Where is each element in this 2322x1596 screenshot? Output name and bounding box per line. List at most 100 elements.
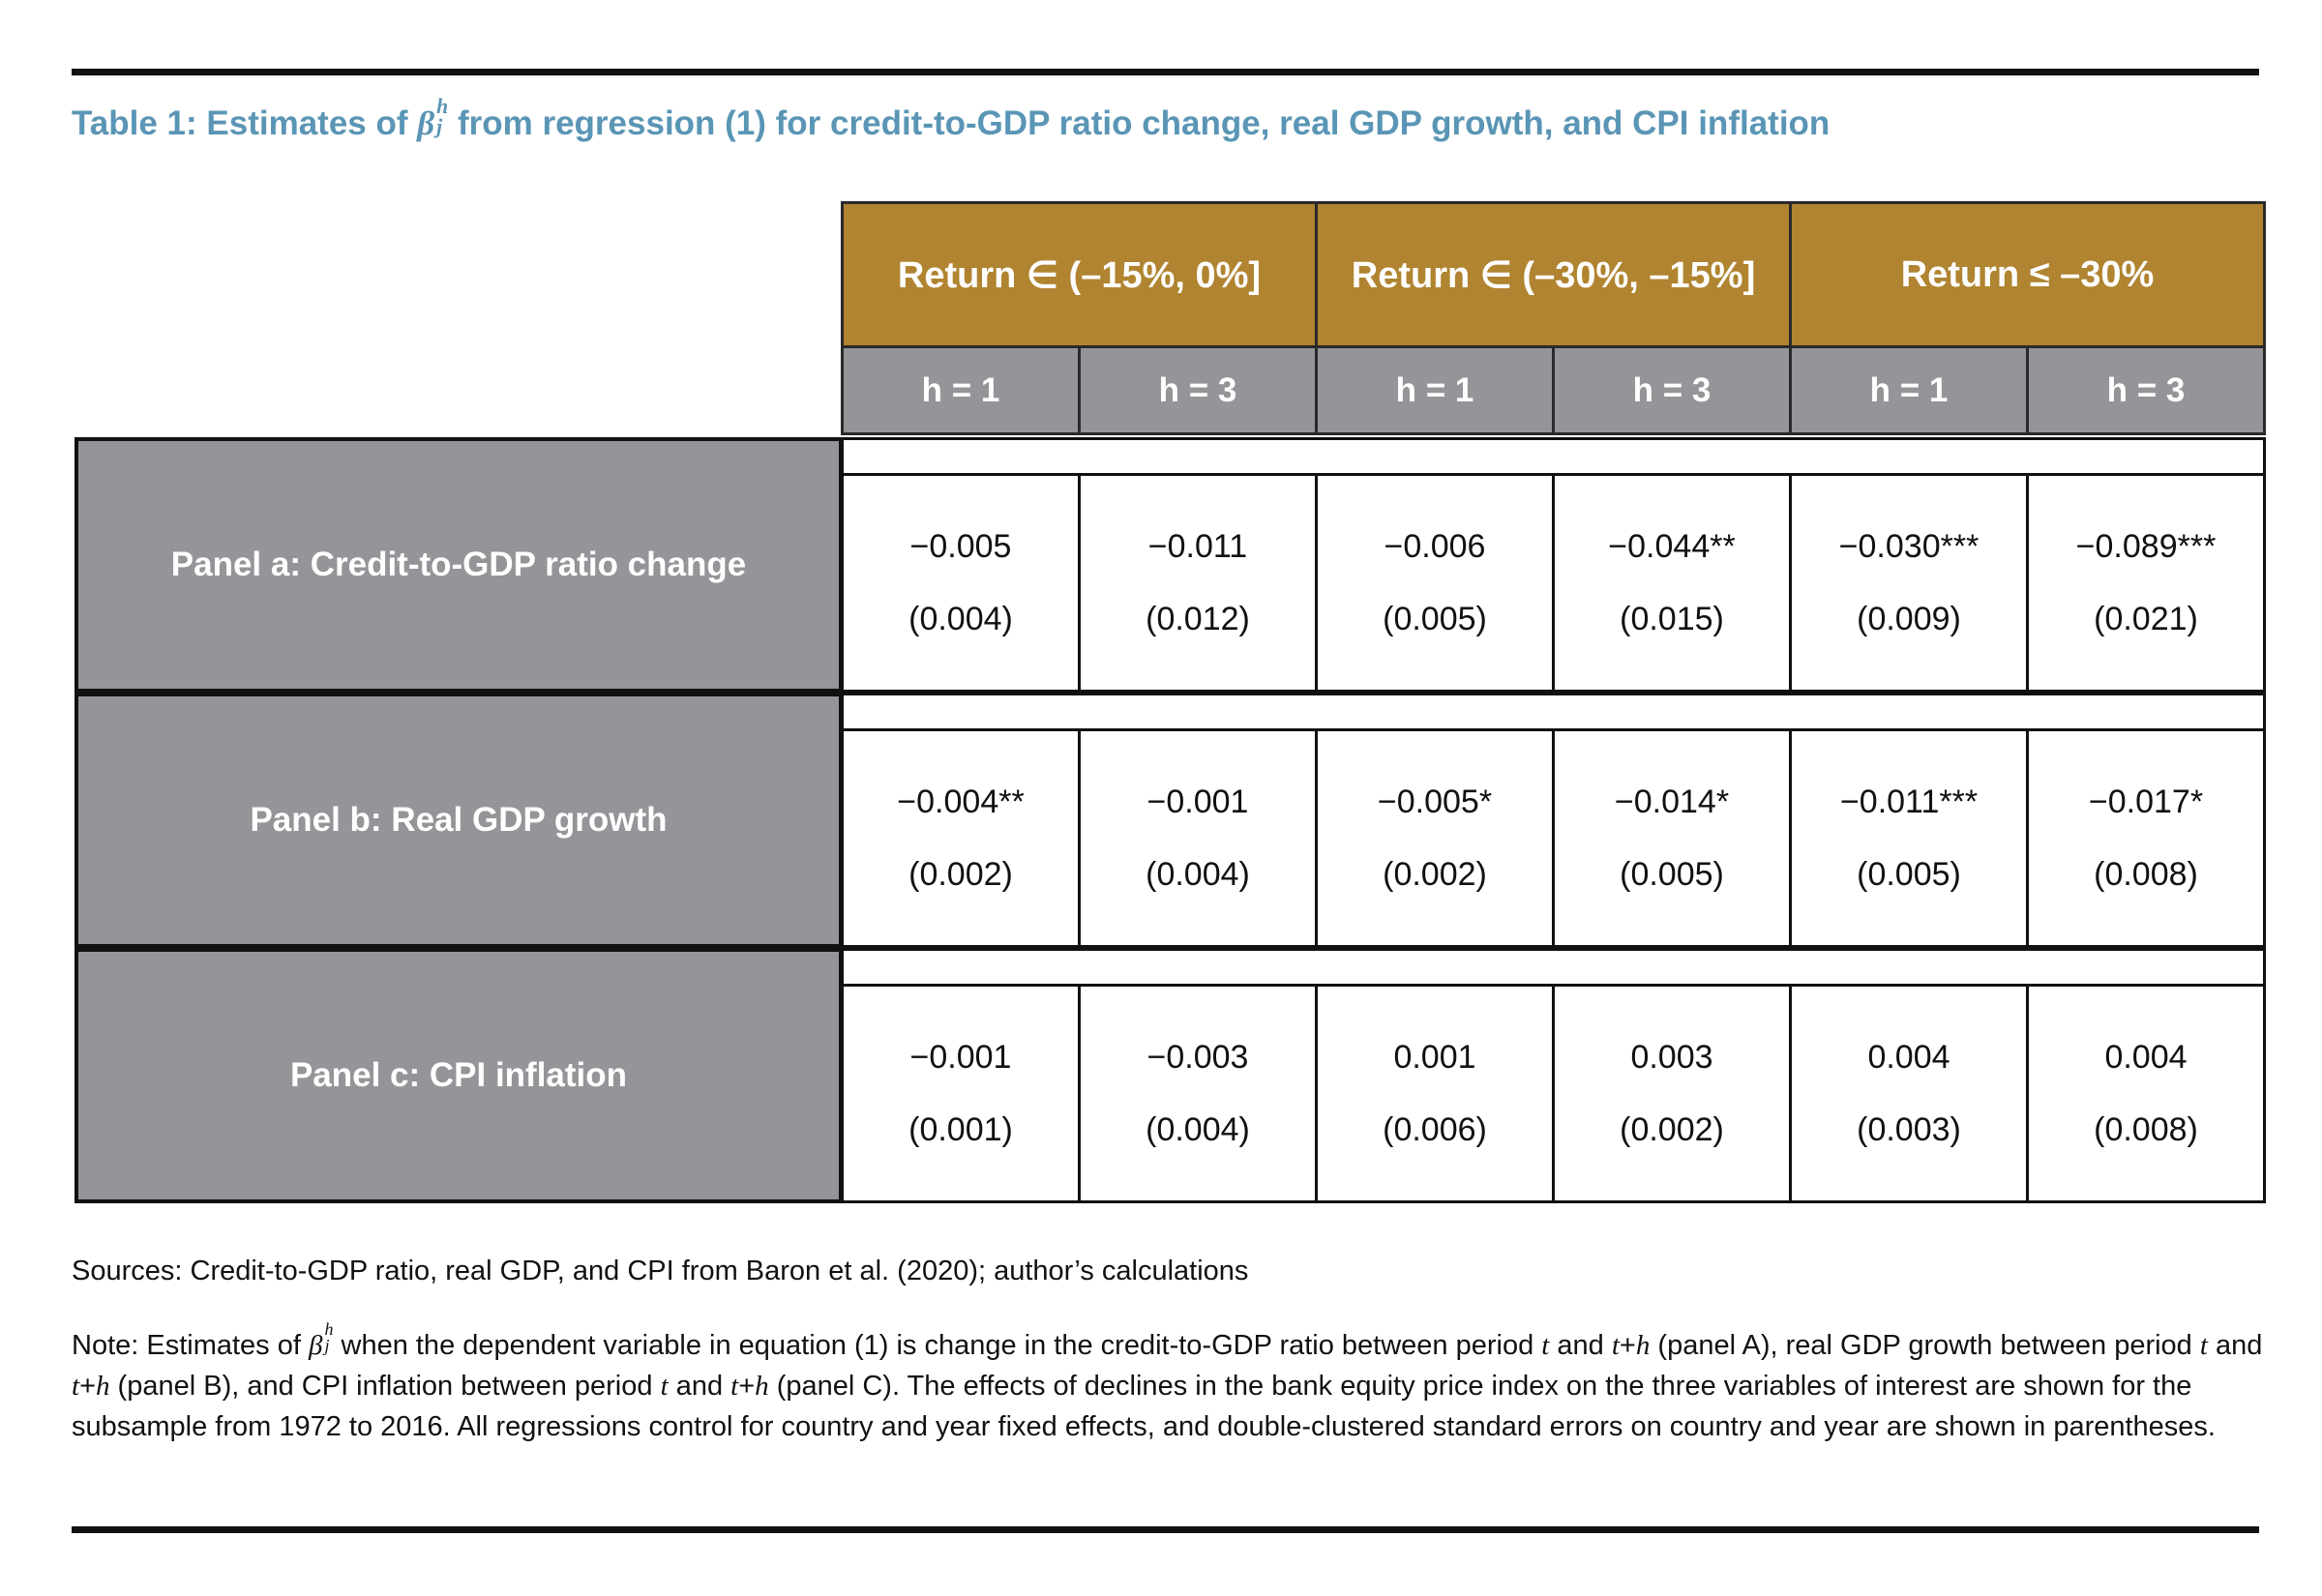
spacer <box>841 437 2266 476</box>
std-error: (0.005) <box>1857 855 1961 893</box>
note-math: t <box>1541 1330 1550 1361</box>
data-cell: −0.044** (0.015) <box>1552 473 1792 693</box>
bottom-rule <box>72 1526 2259 1533</box>
note-math: t <box>1611 1330 1620 1361</box>
estimate: 0.003 <box>1630 1038 1713 1076</box>
data-cell: −0.014* (0.005) <box>1552 728 1792 948</box>
title-symbol: β <box>417 104 435 142</box>
note-text: when the dependent variable in equation … <box>333 1330 1542 1361</box>
std-error: (0.004) <box>1146 1110 1250 1148</box>
note-sub: j <box>324 1336 330 1356</box>
std-error: (0.003) <box>1857 1110 1961 1148</box>
data-cell: −0.017* (0.008) <box>2026 728 2266 948</box>
std-error: (0.005) <box>1620 855 1724 893</box>
top-rule <box>72 69 2259 75</box>
note-symbol: β <box>309 1330 323 1361</box>
std-error: (0.012) <box>1146 600 1250 637</box>
note-math: t <box>660 1371 669 1402</box>
std-error: (0.015) <box>1620 600 1724 637</box>
panel-label: Panel c: CPI inflation <box>74 948 843 1203</box>
data-cell: 0.003 (0.002) <box>1552 984 1792 1203</box>
note-text: Note: Estimates of <box>72 1330 309 1361</box>
estimate: −0.011 <box>1147 527 1248 565</box>
estimate: 0.001 <box>1393 1038 1476 1076</box>
note-text: + <box>738 1371 756 1402</box>
horizon-header: h = 1 <box>1789 345 2029 435</box>
estimate: −0.001 <box>909 1038 1012 1076</box>
note-math: t <box>2199 1330 2208 1361</box>
horizon-header: h = 1 <box>1315 345 1555 435</box>
data-cell: 0.004 (0.008) <box>2026 984 2266 1203</box>
note-text: and <box>2207 1330 2263 1361</box>
group-header: Return ≤ –30% <box>1789 201 2266 348</box>
spacer <box>841 693 2266 731</box>
estimate: −0.011*** <box>1839 783 1979 820</box>
sources: Sources: Credit-to-GDP ratio, real GDP, … <box>72 1256 1249 1286</box>
std-error: (0.008) <box>2094 855 2198 893</box>
data-cell: −0.004** (0.002) <box>841 728 1081 948</box>
std-error: (0.009) <box>1857 600 1961 637</box>
note-math: h <box>755 1371 769 1402</box>
std-error: (0.006) <box>1383 1110 1487 1148</box>
data-cell: −0.005* (0.002) <box>1315 728 1555 948</box>
spacer <box>841 948 2266 987</box>
data-cell: −0.011*** (0.005) <box>1789 728 2029 948</box>
std-error: (0.002) <box>908 855 1013 893</box>
estimate: −0.017* <box>2088 783 2204 820</box>
estimate: −0.089*** <box>2075 527 2217 565</box>
data-cell: 0.004 (0.003) <box>1789 984 2029 1203</box>
std-error: (0.008) <box>2094 1110 2198 1148</box>
note-text: + <box>1619 1330 1636 1361</box>
estimate: −0.003 <box>1146 1038 1249 1076</box>
horizon-header: h = 1 <box>841 345 1081 435</box>
data-cell: −0.003 (0.004) <box>1078 984 1318 1203</box>
note-math: h <box>1635 1330 1651 1361</box>
panel-label: Panel b: Real GDP growth <box>74 693 843 948</box>
data-cell: −0.089*** (0.021) <box>2026 473 2266 693</box>
std-error: (0.005) <box>1383 600 1487 637</box>
panel-label: Panel a: Credit-to-GDP ratio change <box>74 437 843 693</box>
estimate: 0.004 <box>1867 1038 1950 1076</box>
note-sup: h <box>324 1319 334 1340</box>
title-text: from regression (1) for credit-to-GDP ra… <box>448 104 1831 142</box>
title-sub: j <box>436 114 443 138</box>
std-error: (0.004) <box>1146 855 1250 893</box>
note-math: t <box>730 1371 739 1402</box>
data-cell: −0.001 (0.001) <box>841 984 1081 1203</box>
std-error: (0.001) <box>908 1110 1013 1148</box>
estimate: 0.004 <box>2104 1038 2188 1076</box>
estimate: −0.014* <box>1614 783 1730 820</box>
data-cell: 0.001 (0.006) <box>1315 984 1555 1203</box>
note-math: t <box>72 1371 80 1402</box>
note-text: (panel A), real GDP growth between perio… <box>1650 1330 2200 1361</box>
estimate: −0.006 <box>1384 527 1486 565</box>
std-error: (0.002) <box>1383 855 1487 893</box>
group-header: Return ∈ (–15%, 0%] <box>841 201 1318 348</box>
note-text: and <box>668 1371 731 1402</box>
data-cell: −0.030*** (0.009) <box>1789 473 2029 693</box>
horizon-header: h = 3 <box>1552 345 1792 435</box>
estimate: −0.004** <box>897 783 1025 820</box>
std-error: (0.004) <box>908 600 1013 637</box>
data-cell: −0.001 (0.004) <box>1078 728 1318 948</box>
note-text: (panel B), and CPI inflation between per… <box>109 1371 661 1402</box>
data-cell: −0.005 (0.004) <box>841 473 1081 693</box>
horizon-header: h = 3 <box>1078 345 1318 435</box>
title-sup: h <box>436 95 449 119</box>
data-cell: −0.011 (0.012) <box>1078 473 1318 693</box>
horizon-header: h = 3 <box>2026 345 2266 435</box>
group-header: Return ∈ (–30%, –15%] <box>1315 201 1792 348</box>
title-text: Table 1: Estimates of <box>72 104 418 142</box>
estimate: −0.030*** <box>1838 527 1980 565</box>
note-text: + <box>79 1371 96 1402</box>
estimate: −0.044** <box>1608 527 1736 565</box>
note-text: and <box>1549 1330 1612 1361</box>
data-cell: −0.006 (0.005) <box>1315 473 1555 693</box>
estimate: −0.005 <box>909 527 1012 565</box>
std-error: (0.002) <box>1620 1110 1724 1148</box>
